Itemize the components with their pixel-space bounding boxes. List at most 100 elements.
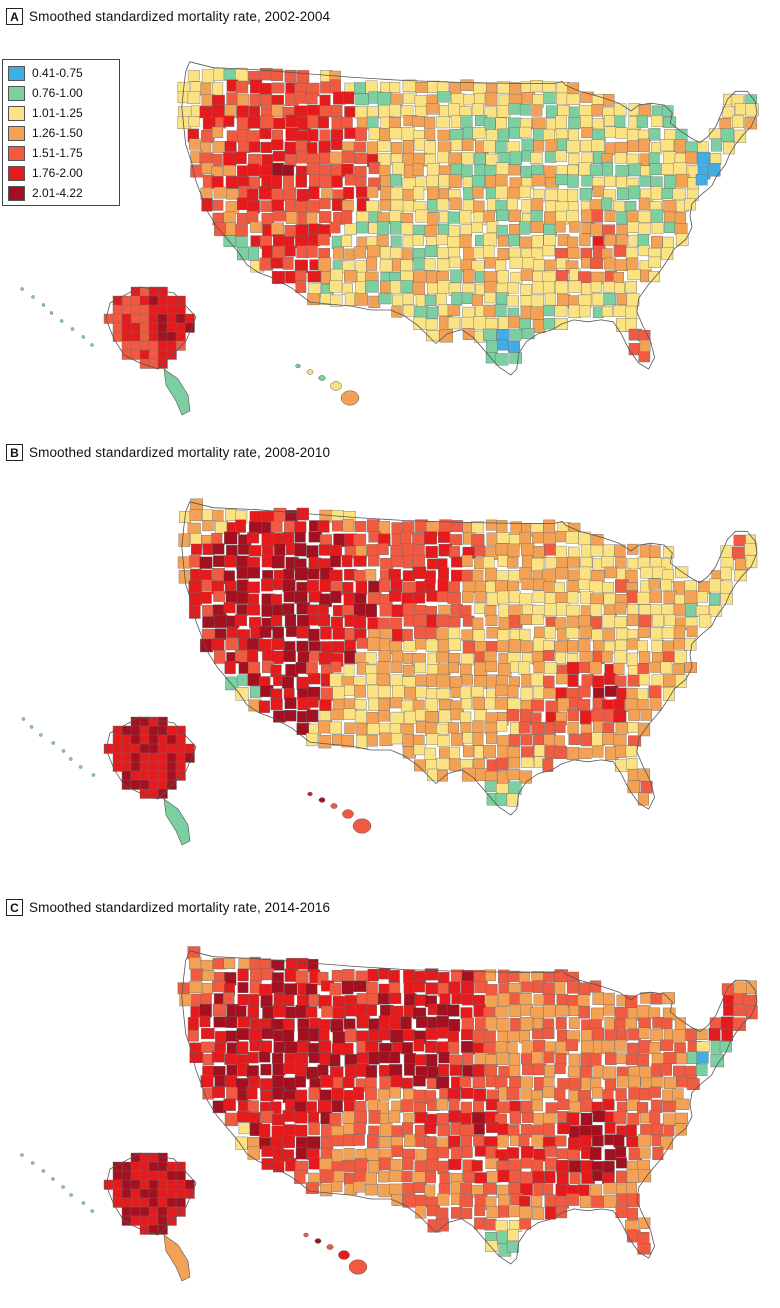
county-region [212, 980, 226, 993]
hawaii-island [295, 363, 301, 369]
county-region [319, 105, 333, 118]
county-region [332, 520, 343, 532]
county-region [366, 712, 380, 726]
county-region [341, 209, 353, 224]
county-region [484, 721, 498, 734]
county-region [531, 174, 546, 187]
county-region [200, 1028, 215, 1040]
county-region [283, 1063, 297, 1074]
county-region [294, 521, 307, 533]
county-region [662, 1100, 676, 1113]
county-region [187, 91, 201, 105]
county-region [557, 1099, 570, 1111]
county-region [330, 138, 343, 150]
county-region [460, 653, 474, 666]
county-region [247, 581, 260, 594]
county-region [365, 1148, 380, 1161]
county-region [260, 93, 272, 106]
county-region [461, 993, 474, 1006]
county-region [260, 994, 273, 1008]
county-region [449, 197, 462, 210]
county-region [353, 141, 366, 153]
county-region [437, 280, 451, 294]
aleutian-island [51, 1177, 55, 1181]
hawaii-island [307, 791, 313, 797]
county-region [438, 971, 450, 984]
county-region [261, 1158, 275, 1170]
county-region [508, 604, 522, 617]
county-region [403, 1112, 415, 1125]
county-region [390, 173, 402, 187]
county-region [638, 1217, 651, 1229]
county-region [211, 104, 225, 118]
county-region [616, 293, 629, 306]
county-region [460, 1183, 472, 1195]
county-region [413, 614, 428, 627]
county-region [684, 590, 698, 605]
county-region [460, 316, 475, 329]
us-county-map-2014-2016 [20, 946, 758, 1282]
county-region [589, 661, 602, 675]
county-region [614, 259, 627, 272]
county-region [213, 186, 227, 199]
county-region [566, 210, 579, 223]
county-region [157, 752, 168, 763]
county-region [567, 980, 581, 994]
county-region [413, 1182, 426, 1193]
county-region [103, 1179, 114, 1190]
aleutian-island [20, 1153, 24, 1157]
county-region [447, 592, 461, 604]
county-region [157, 322, 168, 333]
county-region [590, 1007, 604, 1021]
county-region [507, 556, 519, 569]
county-region [319, 174, 332, 188]
county-region [366, 519, 381, 533]
county-region [344, 1028, 357, 1043]
county-region [308, 1027, 321, 1042]
county-region [402, 293, 414, 305]
county-region [566, 604, 581, 617]
county-region [284, 245, 296, 257]
county-region [283, 187, 297, 201]
county-region [130, 295, 141, 306]
county-region [591, 570, 605, 582]
county-region [436, 651, 449, 663]
county-region [567, 674, 579, 687]
county-region [296, 626, 310, 639]
county-region [389, 1183, 402, 1195]
county-region [450, 269, 463, 283]
legend-label: 1.26-1.50 [32, 126, 83, 140]
county-region [484, 1218, 497, 1231]
county-region [436, 627, 448, 641]
county-region [708, 593, 721, 606]
county-region [497, 1135, 509, 1148]
county-region [565, 531, 579, 544]
county-region [317, 604, 329, 616]
county-region [283, 236, 295, 248]
county-region [651, 142, 663, 155]
county-region [638, 330, 651, 342]
county-region [356, 1052, 371, 1064]
county-region [211, 126, 224, 139]
county-region [319, 1019, 331, 1031]
hawaii-island [330, 803, 338, 809]
county-region [640, 1124, 652, 1136]
aleutian-island [31, 295, 35, 299]
county-region [483, 1182, 497, 1195]
county-region [331, 1135, 345, 1147]
county-region [495, 757, 509, 771]
legend-label: 0.76-1.00 [32, 86, 83, 100]
county-region [663, 1124, 675, 1137]
county-region [308, 186, 320, 200]
county-region [166, 761, 177, 772]
county-region [236, 1110, 250, 1123]
county-region [497, 128, 510, 142]
county-region [166, 304, 177, 315]
county-region [166, 734, 177, 745]
county-region [283, 649, 296, 662]
county-region [259, 1123, 271, 1138]
county-region [565, 1039, 579, 1052]
county-region [121, 1170, 132, 1181]
county-region [649, 661, 662, 673]
county-region [450, 139, 463, 152]
